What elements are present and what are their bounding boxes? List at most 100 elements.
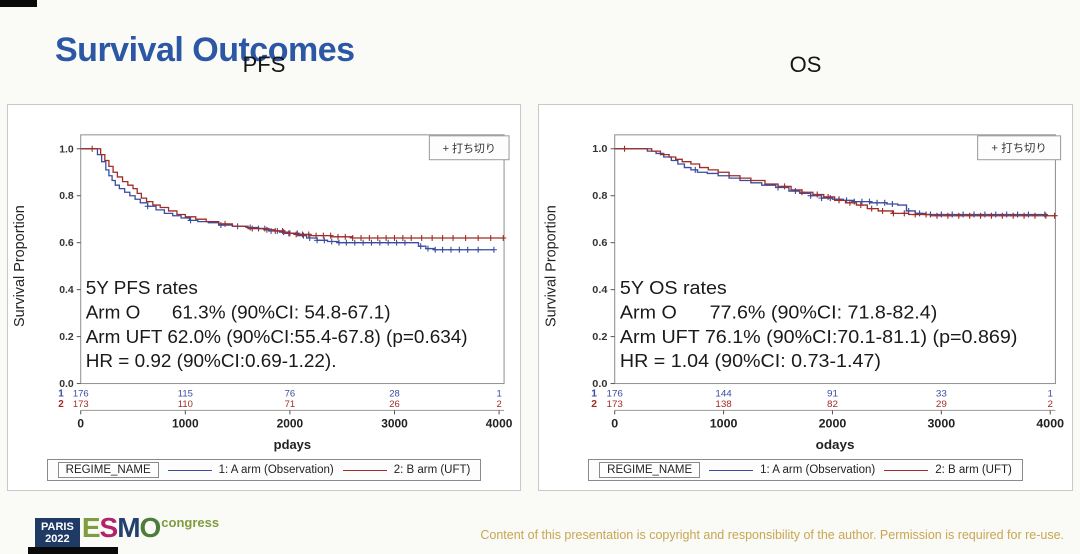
at-risk-count: 76	[285, 388, 296, 399]
x-tick-label: 0	[77, 416, 84, 430]
x-tick-label: 0	[611, 417, 618, 431]
y-axis-label: Survival Proportion	[543, 205, 559, 327]
x-tick-label: 4000	[486, 416, 513, 430]
x-tick-label: 3000	[928, 417, 956, 431]
video-letterbox-bottom	[28, 547, 118, 554]
plot-frame	[614, 134, 1056, 385]
legend-title: REGIME_NAME	[57, 462, 159, 478]
km-chart-svg-os: 1.0 0.8 0.6 0.4 0.2 0.0 Survival Proportion + 打…	[543, 134, 1064, 452]
legend-entry-label: 1: A arm (Observation)	[760, 464, 876, 476]
legend-entry-label: 1: A arm (Observation)	[218, 464, 334, 476]
at-risk-count: 176	[606, 389, 622, 400]
legend-entry-label: 2: B arm (UFT)	[935, 464, 1012, 476]
at-risk-count: 173	[606, 399, 622, 410]
x-tick-label: 4000	[1036, 417, 1064, 431]
esmo-wordmark: ESMO	[81, 512, 162, 543]
x-tick-label: 1000	[710, 417, 738, 431]
plot-frame	[80, 134, 505, 385]
at-risk-row-label: 2	[58, 399, 64, 410]
legend-box: REGIME_NAME 1: A arm (Observation) 2: B ar…	[588, 459, 1023, 481]
km-curve-arm2	[80, 148, 504, 239]
at-risk-count: 115	[178, 388, 193, 399]
legend-entry: 2: B arm (UFT)	[884, 464, 1012, 476]
x-tick-label: 1000	[172, 416, 199, 430]
at-risk-count: 144	[715, 389, 732, 400]
x-tick-label: 3000	[381, 416, 408, 430]
km-chart-svg-pfs: 1.0 0.8 0.6 0.4 0.2 0.0 Survival Proportion + 打…	[12, 134, 513, 452]
legend-entry: 2: B arm (UFT)	[342, 464, 471, 476]
year-label: 2022	[45, 533, 70, 545]
legend-title: REGIME_NAME	[599, 462, 701, 478]
censor-legend-box	[977, 135, 1062, 161]
stats-annotation-line: Arm O 77.6% (90%CI: 71.8-82.4)	[620, 303, 937, 324]
stats-annotation-line: 5Y PFS rates	[86, 278, 198, 299]
at-risk-count: 1	[1047, 389, 1052, 400]
chart-card-os: 1.0 0.8 0.6 0.4 0.2 0.0 Survival Proportion + 打…	[538, 104, 1073, 491]
at-risk-count: 91	[827, 389, 838, 400]
y-tick-label: 0.8	[59, 191, 74, 202]
x-tick-label: 2000	[277, 416, 304, 430]
legend-row-os: REGIME_NAME 1: A arm (Observation) 2: B ar…	[539, 459, 1072, 481]
y-axis-label: Survival Proportion	[12, 205, 28, 327]
stats-annotation-line: Arm O 61.3% (90%CI: 54.8-67.1)	[86, 302, 391, 323]
legend-line-sample	[167, 469, 212, 471]
at-risk-count: 138	[715, 399, 731, 410]
at-risk-count: 26	[389, 399, 400, 410]
at-risk-count: 29	[936, 399, 947, 410]
y-tick-label: 0.6	[59, 238, 74, 249]
at-risk-count: 2	[1047, 399, 1052, 410]
legend-line-sample	[342, 469, 387, 471]
stats-annotation-line: HR = 0.92 (90%CI:0.69-1.22).	[86, 351, 337, 372]
legend-line-sample	[884, 469, 929, 471]
at-risk-count: 2	[496, 399, 501, 410]
esmo-congress-logo: PARIS 2022 ESMO congress	[35, 514, 219, 547]
footer-copyright: Content of this presentation is copyrigh…	[480, 528, 1064, 542]
at-risk-count: 110	[178, 399, 193, 410]
congress-label: congress	[161, 515, 220, 530]
esmo-letter-o: O	[139, 512, 162, 543]
paris-label: PARIS	[41, 521, 74, 533]
censor-legend-box	[428, 135, 510, 161]
stats-annotation-line: Arm UFT 62.0% (90%CI:55.4-67.8) (p=0.634…	[86, 327, 468, 348]
legend-row-pfs: REGIME_NAME 1: A arm (Observation) 2: B ar…	[8, 459, 520, 481]
y-tick-label: 0.0	[59, 379, 74, 390]
legend-box: REGIME_NAME 1: A arm (Observation) 2: B ar…	[46, 459, 482, 481]
esmo-letter-e: E	[81, 512, 101, 543]
y-tick-label: 0.4	[592, 284, 607, 296]
censor-marks-arm2	[89, 145, 507, 241]
censor-marks-arm2	[621, 145, 1058, 219]
esmo-letter-s: S	[99, 512, 119, 543]
y-tick-label: 0.0	[592, 378, 607, 390]
at-risk-count: 176	[73, 388, 89, 399]
paris-2022-badge: PARIS 2022	[35, 518, 80, 547]
x-tick-label: 2000	[819, 417, 847, 431]
at-risk-count: 71	[285, 399, 296, 410]
y-tick-label: 1.0	[592, 143, 607, 155]
y-tick-label: 0.6	[592, 237, 607, 249]
legend-entry: 1: A arm (Observation)	[709, 464, 875, 476]
km-curve-arm2	[614, 148, 1055, 217]
at-risk-row-label: 2	[591, 399, 597, 410]
censor-legend-label: + 打ち切り	[443, 141, 496, 155]
y-tick-label: 0.8	[592, 190, 607, 202]
chart-header-os: OS	[789, 52, 822, 77]
at-risk-count: 82	[827, 399, 838, 410]
at-risk-count: 1	[496, 388, 501, 399]
chart-card-pfs: 1.0 0.8 0.6 0.4 0.2 0.0 Survival Proportion + 打…	[7, 104, 521, 491]
censor-legend-label: + 打ち切り	[991, 141, 1046, 155]
esmo-letter-m: M	[117, 512, 140, 543]
y-tick-label: 0.2	[592, 331, 607, 343]
at-risk-row-label: 1	[58, 388, 64, 399]
stats-annotation-line: HR = 1.04 (90%CI: 0.73-1.47)	[620, 351, 881, 372]
video-letterbox-top	[0, 0, 37, 7]
x-axis-label: pdays	[274, 437, 311, 452]
stats-annotation-line: 5Y OS rates	[620, 278, 727, 299]
legend-entry: 1: A arm (Observation)	[167, 464, 334, 476]
legend-line-sample	[709, 469, 754, 471]
at-risk-count: 28	[389, 388, 400, 399]
at-risk-count: 33	[936, 389, 947, 400]
at-risk-row-label: 1	[591, 389, 597, 400]
legend-entry-label: 2: B arm (UFT)	[393, 464, 471, 476]
y-tick-label: 0.2	[59, 332, 74, 343]
page-title: Survival Outcomes	[55, 30, 355, 69]
